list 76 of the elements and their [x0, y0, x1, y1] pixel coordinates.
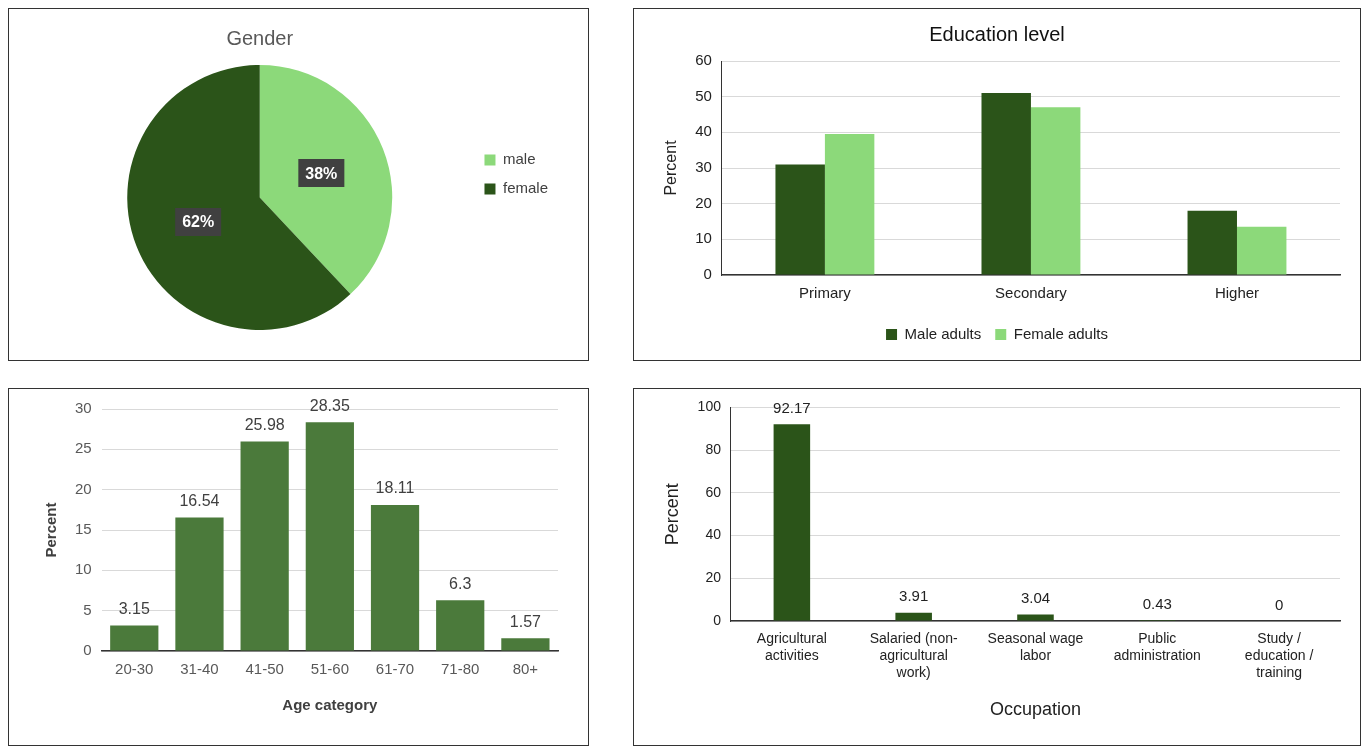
bar: [773, 424, 811, 621]
x-tick-label: 71-80: [441, 660, 480, 678]
y-tick-label: 40: [705, 526, 722, 543]
bar: [775, 164, 825, 275]
data-label: 38%: [305, 164, 338, 182]
y-tick-label: 0: [713, 611, 722, 628]
legend-label: Female adults: [1013, 324, 1108, 342]
y-tick-label: 20: [695, 193, 712, 211]
y-tick-label: 80: [705, 440, 722, 457]
y-tick-label: 30: [695, 158, 712, 176]
x-axis-title: Age category: [282, 696, 379, 714]
bar: [1017, 614, 1054, 621]
bar: [981, 93, 1031, 275]
data-label: 0: [1274, 595, 1284, 613]
x-tick-label: Agricultural activities: [756, 630, 827, 664]
chart-title: Gender: [226, 26, 294, 49]
bar: [110, 625, 159, 651]
y-tick-label: 100: [697, 398, 722, 415]
y-axis-title: Percent: [662, 139, 680, 196]
bar: [895, 612, 932, 621]
bar: [240, 441, 289, 651]
legend-label: male: [502, 150, 536, 168]
x-tick-label: Higher: [1214, 284, 1260, 302]
x-tick-label: 20-30: [115, 660, 154, 678]
x-tick-label: Study / education / training: [1244, 630, 1314, 680]
data-label: 25.98: [244, 415, 285, 433]
chart-title: Education level: [929, 22, 1065, 45]
data-label: 62%: [182, 213, 215, 231]
x-tick-label: 41-50: [245, 660, 284, 678]
y-tick-label: 20: [75, 479, 92, 497]
bar: [501, 638, 550, 651]
data-label: 92.17: [773, 398, 811, 416]
y-tick-label: 40: [695, 122, 712, 140]
data-label: 18.11: [375, 479, 415, 497]
bar: [175, 517, 224, 651]
y-tick-label: 0: [703, 265, 712, 283]
y-tick-label: 25: [75, 439, 92, 457]
y-tick-label: 0: [83, 641, 92, 659]
x-tick-label: 61-70: [375, 660, 415, 678]
x-tick-label: Primary: [799, 284, 852, 302]
bar: [1187, 210, 1237, 275]
bar: [824, 134, 875, 275]
legend-label: female: [502, 179, 549, 197]
bar: [305, 422, 354, 651]
x-tick-label: 31-40: [180, 660, 219, 678]
data-label: 3.04: [1020, 589, 1051, 607]
bar: [1236, 226, 1287, 275]
data-label: 6.3: [449, 574, 472, 592]
y-tick-label: 60: [695, 51, 712, 69]
y-tick-label: 50: [695, 86, 712, 104]
y-tick-label: 10: [695, 229, 712, 247]
x-tick-label: Salaried (non-agricultural work): [869, 630, 958, 680]
y-tick-label: 60: [705, 483, 722, 500]
data-label: 3.91: [899, 587, 929, 605]
data-label: 16.54: [179, 491, 220, 509]
x-tick-label: Public administration: [1113, 630, 1201, 664]
y-tick-label: 10: [75, 560, 92, 578]
y-tick-label: 5: [83, 600, 92, 618]
data-label: 0.43: [1142, 594, 1172, 612]
y-tick-label: 15: [75, 520, 92, 538]
x-tick-label: 51-60: [310, 660, 350, 678]
bar: [1030, 107, 1081, 275]
data-label: 3.15: [118, 600, 150, 617]
x-tick-label: Secondary: [995, 284, 1068, 302]
bar: [370, 504, 420, 651]
x-tick-label: 80+: [512, 660, 539, 678]
y-axis-title: Percent: [42, 502, 60, 558]
x-axis-title: Occupation: [989, 699, 1082, 720]
legend-label: Male adults: [904, 324, 982, 342]
data-label: 1.57: [509, 612, 542, 630]
x-tick-label: Seasonal wage labor: [987, 630, 1084, 664]
data-label: 28.35: [309, 396, 350, 414]
y-axis-title: Percent: [661, 483, 682, 546]
y-tick-label: 30: [75, 399, 92, 417]
bar: [436, 600, 485, 651]
y-tick-label: 20: [705, 569, 722, 586]
